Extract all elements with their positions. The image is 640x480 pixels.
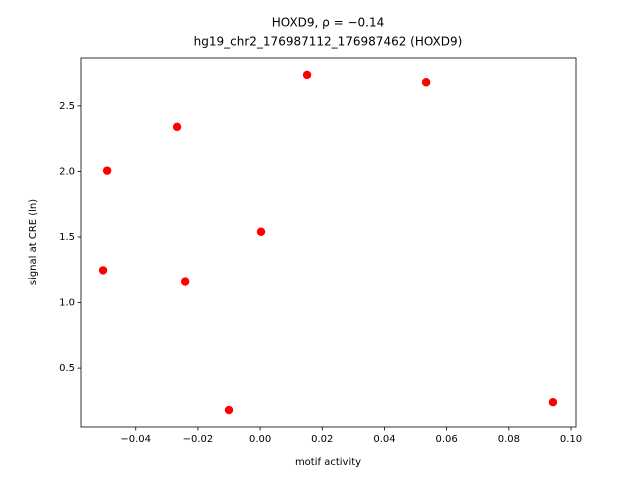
x-tick-label: −0.04	[120, 434, 151, 445]
x-tick-label: 0.04	[373, 434, 395, 445]
x-tick-label: 0.06	[436, 434, 458, 445]
point	[98, 266, 108, 275]
y-tick-label: 2.0	[59, 166, 75, 177]
x-tick-label: 0.00	[249, 434, 271, 445]
y-tick-label: 2.5	[59, 101, 75, 112]
chart-subtitle: hg19_chr2_176987112_176987462 (HOXD9)	[194, 35, 463, 49]
y-axis-label: signal at CRE (ln)	[28, 199, 39, 285]
x-tick-label: 0.02	[311, 434, 333, 445]
x-tick-label: −0.02	[183, 434, 214, 445]
y-tick-label: 1.5	[59, 232, 75, 243]
point	[180, 277, 190, 286]
x-axis-label: motif activity	[295, 457, 361, 468]
chart-title: HOXD9, ρ = −0.14	[272, 16, 385, 30]
y-tick-label: 1.0	[59, 298, 75, 309]
point	[302, 70, 312, 80]
point	[548, 398, 558, 407]
point	[256, 227, 266, 236]
y-tick-label: 0.5	[59, 363, 75, 374]
point	[421, 78, 431, 87]
point	[102, 166, 112, 175]
x-tick-label: 0.08	[498, 434, 520, 445]
point	[172, 122, 182, 132]
plot-frame	[80, 57, 577, 428]
point	[224, 405, 234, 415]
x-tick-label: 0.10	[560, 434, 582, 445]
